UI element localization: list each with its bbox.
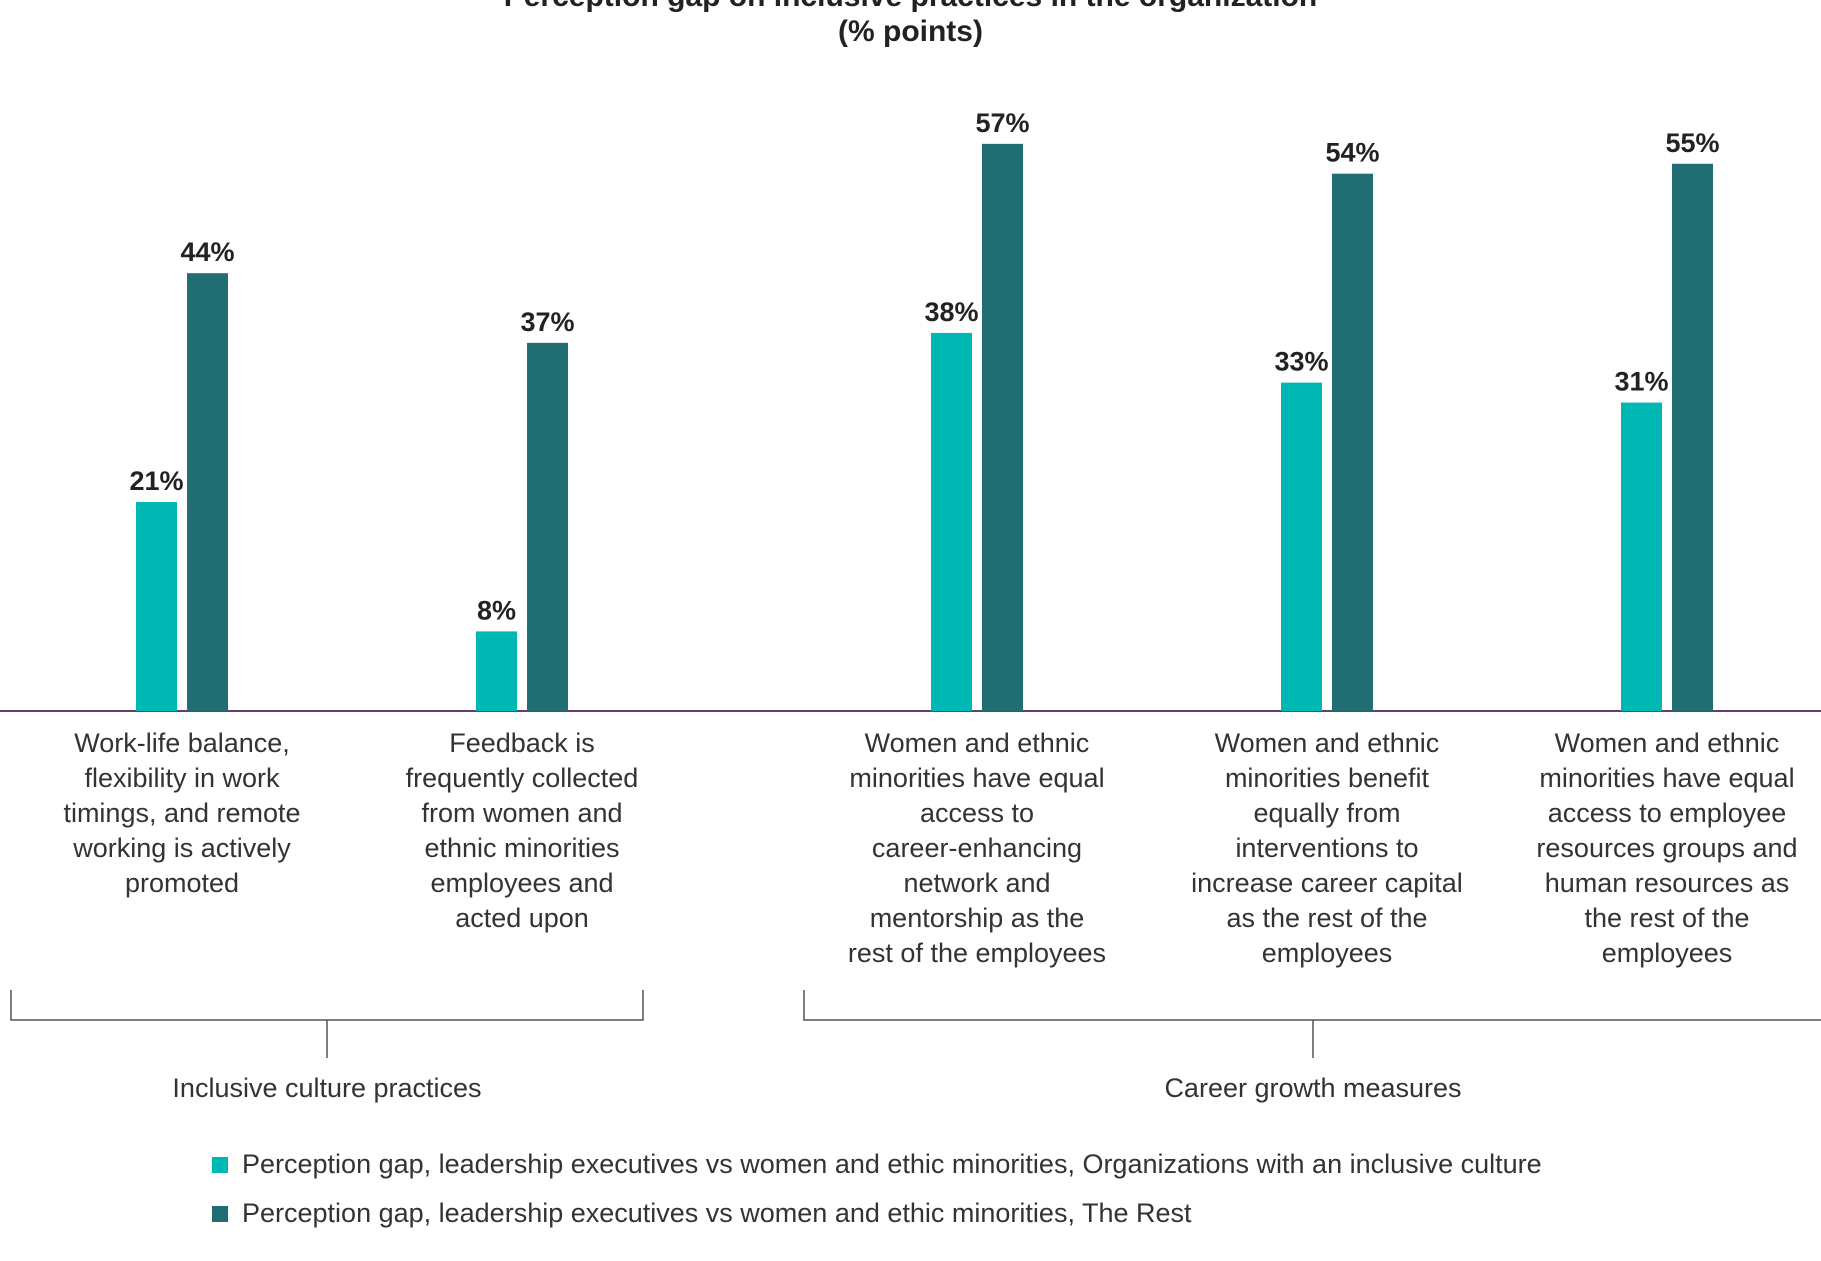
category-label-3-line: rest of the employees — [847, 938, 1107, 968]
category-label-3-line: Women and ethnic — [864, 728, 1090, 758]
bar-series2-cat5 — [1672, 163, 1713, 711]
legend-label-rest: Perception gap, leadership executives vs… — [242, 1198, 1192, 1228]
category-label-2-line: employees and — [430, 868, 614, 898]
legend-item-inclusive: Perception gap, leadership executives vs… — [212, 1149, 1542, 1180]
bar-series2-cat1 — [187, 273, 228, 711]
category-label-3-line: career-enhancing — [871, 833, 1083, 863]
category-label-1-line: Work-life balance, — [74, 728, 290, 758]
chart-title: Perception gap on inclusive practices in… — [0, 0, 1821, 14]
group-bracket-2 — [803, 990, 1821, 1021]
bar-series1-cat1 — [136, 502, 177, 711]
bar-series2-cat4 — [1332, 173, 1373, 711]
category-label-3-line: mentorship as the — [869, 903, 1085, 933]
data-label-series2-cat4: 54% — [1325, 138, 1379, 168]
category-label-2: Feedback is frequently collected from wome… — [372, 726, 672, 936]
category-label-5-line: access to employee — [1547, 798, 1787, 828]
bar-series2-cat2 — [527, 342, 568, 711]
legend-swatch-inclusive — [212, 1156, 228, 1173]
category-label-1-line: timings, and remote — [63, 798, 301, 828]
group-label-career-growth: Career growth measures — [1164, 1073, 1462, 1103]
bar-series1-cat3 — [931, 332, 972, 711]
legend-item-rest: Perception gap, leadership executives vs… — [212, 1198, 1192, 1229]
category-label-4-line: increase career capital — [1191, 868, 1463, 898]
data-label-series2-cat5: 55% — [1665, 128, 1719, 158]
data-label-series2-cat3: 57% — [975, 108, 1029, 138]
category-label-2-line: frequently collected — [405, 763, 639, 793]
category-label-4-line: Women and ethnic — [1214, 728, 1440, 758]
data-label-series1-cat3: 38% — [924, 297, 978, 327]
category-label-5-line: employees — [1601, 938, 1733, 968]
data-label-series2-cat1: 44% — [180, 237, 234, 267]
bar-series2-cat3 — [982, 143, 1023, 712]
bar-series1-cat2 — [476, 631, 517, 711]
category-label-3: Women and ethnic minorities have equal acc… — [827, 726, 1127, 971]
category-label-2-line: ethnic minorities — [424, 833, 620, 863]
group-bracket-1 — [10, 990, 644, 1021]
category-label-4-line: interventions to — [1235, 833, 1419, 863]
category-label-1-line: working is actively — [73, 833, 291, 863]
category-label-4-line: employees — [1261, 938, 1393, 968]
category-label-1: Work-life balance, flexibility in work tim… — [32, 726, 332, 901]
category-label-1-line: flexibility in work — [84, 763, 280, 793]
category-label-4-line: as the rest of the — [1226, 903, 1428, 933]
category-label-4: Women and ethnic minorities benefit equall… — [1177, 726, 1477, 971]
data-label-series2-cat2: 37% — [520, 307, 574, 337]
category-label-4-line: equally from — [1253, 798, 1401, 828]
category-label-5-line: minorities have equal — [1539, 763, 1795, 793]
category-label-2-line: Feedback is — [449, 728, 595, 758]
group-label-inclusive-culture: Inclusive culture practices — [172, 1073, 482, 1103]
category-label-4-line: minorities benefit — [1224, 763, 1430, 793]
category-label-3-line: access to — [919, 798, 1035, 828]
bar-series1-cat4 — [1281, 382, 1322, 711]
legend-label-inclusive: Perception gap, leadership executives vs… — [242, 1149, 1542, 1179]
data-label-series1-cat1: 21% — [129, 466, 183, 496]
category-label-5: Women and ethnic minorities have equal acc… — [1517, 726, 1817, 971]
category-label-5-line: human resources as — [1544, 868, 1790, 898]
data-label-series1-cat2: 8% — [477, 595, 516, 625]
bar-series1-cat5 — [1621, 402, 1662, 711]
category-label-5-line: the rest of the — [1584, 903, 1750, 933]
category-label-2-line: from women and — [421, 798, 623, 828]
category-label-5-line: Women and ethnic — [1554, 728, 1780, 758]
category-label-3-line: minorities have equal — [849, 763, 1105, 793]
data-label-series1-cat5: 31% — [1614, 367, 1668, 397]
category-label-2-line: acted upon — [455, 903, 589, 933]
data-label-series1-cat4: 33% — [1274, 347, 1328, 377]
category-label-1-line: promoted — [124, 868, 240, 898]
category-label-5-line: resources groups and — [1536, 833, 1798, 863]
chart-subtitle: (% points) — [838, 15, 983, 48]
category-label-3-line: network and — [903, 868, 1051, 898]
legend-swatch-rest — [212, 1205, 228, 1222]
